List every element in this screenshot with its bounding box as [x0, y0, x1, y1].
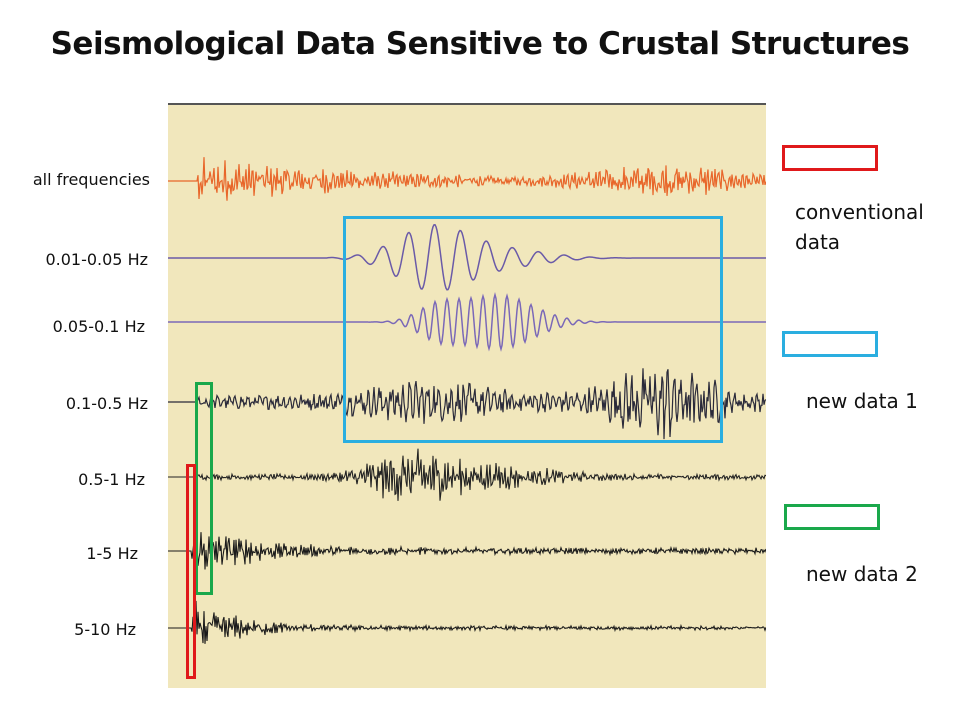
band-label-1-5: 1-5 Hz: [86, 544, 138, 563]
conventional-highlight-box: [186, 464, 196, 679]
legend-swatch-new-data-2: [784, 504, 880, 530]
band-label-0.5-1: 0.5-1 Hz: [78, 470, 145, 489]
band-label-5-10: 5-10 Hz: [74, 620, 136, 639]
seismogram-trace-2: [168, 224, 766, 291]
legend-label-conventional-line1: conventional: [795, 200, 924, 224]
band-label-all: all frequencies: [32, 170, 150, 189]
legend-label-new-data-1: new data 1: [806, 389, 918, 413]
seismogram-trace-3: [168, 292, 766, 352]
legend-swatch-new-data-1: [782, 331, 878, 357]
seismogram-trace-6: [168, 532, 766, 570]
legend-label-new-data-2: new data 2: [806, 562, 918, 586]
legend-label-conventional: conventional data: [795, 197, 924, 257]
legend-label-conventional-line2: data: [795, 230, 841, 254]
page-title: Seismological Data Sensitive to Crustal …: [50, 26, 910, 62]
new-data-1-highlight-box: [343, 216, 723, 443]
seismogram-traces: [168, 157, 766, 644]
band-label-0.1-0.5: 0.1-0.5 Hz: [65, 394, 148, 413]
seismogram-trace-7: [168, 600, 766, 644]
band-label-0.01-0.05: 0.01-0.05 Hz: [45, 250, 148, 269]
seismogram-trace-5: [168, 448, 766, 501]
seismogram-trace-1: [168, 157, 766, 201]
new-data-2-highlight-box: [195, 382, 213, 595]
legend-swatch-conventional: [782, 145, 878, 171]
seismogram-trace-4: [168, 368, 766, 440]
band-label-0.05-0.1: 0.05-0.1 Hz: [52, 317, 145, 336]
